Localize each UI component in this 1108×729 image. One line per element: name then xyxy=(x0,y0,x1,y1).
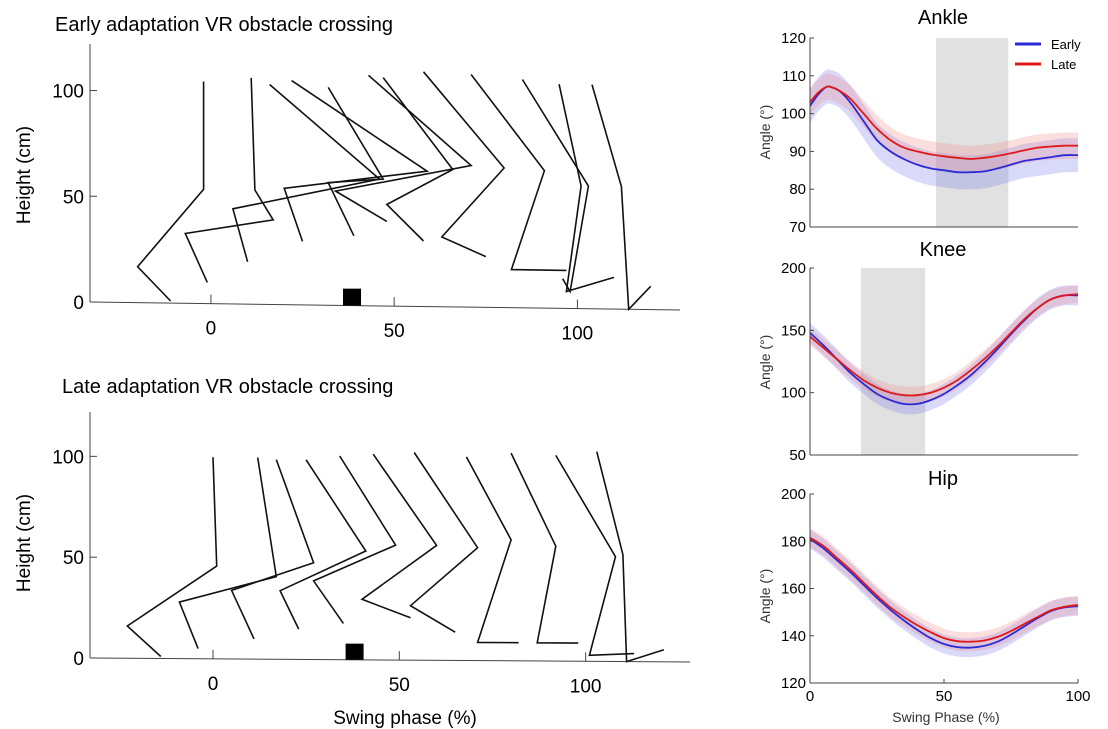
hip-xlabel: Swing Phase (%) xyxy=(892,709,999,725)
early-stick-frame-5 xyxy=(326,86,385,237)
early-stick-xtick-label: 100 xyxy=(562,324,594,345)
late-stick-ytick-label: 50 xyxy=(63,548,84,569)
knee-ylabel: Angle (°) xyxy=(757,335,773,390)
hip-ytick-label: 180 xyxy=(781,533,806,550)
hip-late-line xyxy=(809,536,1079,643)
early-stick-frame-3 xyxy=(231,83,382,263)
ankle-title: Ankle xyxy=(918,7,968,29)
knee-title: Knee xyxy=(920,239,967,261)
late-stick-frame-10 xyxy=(555,454,635,657)
late-stick-xtick-label: 50 xyxy=(389,675,410,696)
late-stick-ylabel: Height (cm) xyxy=(14,494,35,592)
knee-ytick-label: 50 xyxy=(789,447,806,464)
knee-ytick-label: 200 xyxy=(781,260,806,277)
early-stick-xtick-label: 50 xyxy=(384,321,405,342)
late-stick-ytick-label: 0 xyxy=(73,649,84,670)
late-stick-ytick-label: 100 xyxy=(52,447,84,468)
early-stick-ytick-label: 100 xyxy=(52,82,84,103)
early-stick-panel: Early adaptation VR obstacle crossing He… xyxy=(14,14,681,345)
ankle-panel: 70 80 90 100 110 120 Ankle Angle (°) Early La… xyxy=(757,7,1081,236)
early-stick-xtick-label: 0 xyxy=(206,319,217,340)
early-stick-title: Early adaptation VR obstacle crossing xyxy=(55,14,393,36)
late-stick-frame-2 xyxy=(178,457,278,649)
ankle-shaded-region xyxy=(935,38,1009,227)
ankle-ytick-label: 110 xyxy=(782,68,806,85)
ankle-ytick-label: 70 xyxy=(789,219,806,236)
hip-ytick-label: 140 xyxy=(781,628,806,645)
ankle-late-line xyxy=(809,85,1079,160)
late-stick-frame-11 xyxy=(596,451,665,663)
early-stick-frame-1 xyxy=(136,81,205,302)
late-stick-frame-8 xyxy=(465,456,519,644)
hip-ytick-label: 200 xyxy=(781,486,806,503)
legend-late-label: Late xyxy=(1051,57,1076,72)
late-stick-frame-3 xyxy=(230,459,315,640)
late-stick-frame-1 xyxy=(126,457,218,658)
late-stick-frame-5 xyxy=(312,455,397,624)
hip-title: Hip xyxy=(928,468,958,490)
early-stick-frame-6 xyxy=(333,74,473,223)
knee-shaded-region xyxy=(860,268,926,455)
knee-ytick-label: 100 xyxy=(781,385,806,402)
knee-plot-area: 50 100 150 200 xyxy=(781,260,1079,464)
ankle-ylabel: Angle (°) xyxy=(757,105,773,160)
knee-late-band xyxy=(810,285,1078,405)
hip-panel: 120 140 160 180 200 0 50 100 Hip Angle (°) Swin… xyxy=(757,468,1091,725)
knee-late-line xyxy=(809,293,1079,397)
ankle-legend: Early Late xyxy=(1015,37,1081,72)
legend-early-label: Early xyxy=(1051,37,1081,52)
early-stick-frame-8 xyxy=(422,71,506,258)
early-stick-frame-4 xyxy=(283,79,430,242)
early-stick-ytick-label: 50 xyxy=(63,187,84,208)
early-stick-ytick-label: 0 xyxy=(73,293,84,314)
early-obstacle xyxy=(343,288,362,306)
late-stick-frame-6 xyxy=(360,453,438,619)
early-stick-frame-12 xyxy=(591,84,652,312)
late-stick-title: Late adaptation VR obstacle crossing xyxy=(62,376,393,398)
late-stick-frame-7 xyxy=(409,452,479,633)
late-stick-xaxis xyxy=(89,657,691,663)
knee-panel: 50 100 150 200 Knee Angle (°) xyxy=(757,239,1079,464)
hip-plot-area: 120 140 160 180 200 0 50 100 xyxy=(781,486,1091,705)
early-stick-xaxis xyxy=(89,301,681,311)
late-stick-xlabel: Swing phase (%) xyxy=(333,708,477,729)
ankle-ytick-label: 100 xyxy=(781,106,806,123)
hip-ytick-label: 160 xyxy=(781,581,806,598)
ankle-plot-area: 70 80 90 100 110 120 xyxy=(781,30,1079,236)
ankle-ytick-label: 120 xyxy=(781,30,806,47)
late-stick-panel: Late adaptation VR obstacle crossing Hei… xyxy=(14,376,691,729)
late-stick-frame-9 xyxy=(510,452,579,644)
late-stick-frame-4 xyxy=(279,459,367,630)
hip-ytick-label: 120 xyxy=(781,675,806,692)
late-stick-xtick-label: 0 xyxy=(208,674,219,695)
hip-xtick-label: 50 xyxy=(936,688,953,705)
early-stick-frame-7 xyxy=(382,77,455,242)
hip-late-band xyxy=(810,528,1078,652)
early-stick-frame-9 xyxy=(470,74,567,272)
hip-early-band xyxy=(810,529,1078,658)
hip-ylabel: Angle (°) xyxy=(757,569,773,624)
ankle-early-band xyxy=(810,69,1078,190)
ankle-late-band xyxy=(810,73,1078,173)
late-stick-xtick-label: 100 xyxy=(570,676,602,697)
hip-xtick-label: 100 xyxy=(1065,688,1090,705)
late-obstacle xyxy=(345,643,364,660)
hip-early-line xyxy=(809,538,1079,649)
ankle-ytick-label: 80 xyxy=(789,181,806,198)
early-stick-ylabel: Height (cm) xyxy=(14,126,35,224)
early-stick-frame-2 xyxy=(184,77,275,283)
early-stick-frame-10 xyxy=(521,79,590,294)
knee-ytick-label: 150 xyxy=(781,322,806,339)
early-stick-frame-11 xyxy=(558,84,615,293)
hip-xtick-label: 0 xyxy=(806,688,814,705)
ankle-ytick-label: 90 xyxy=(789,143,806,160)
